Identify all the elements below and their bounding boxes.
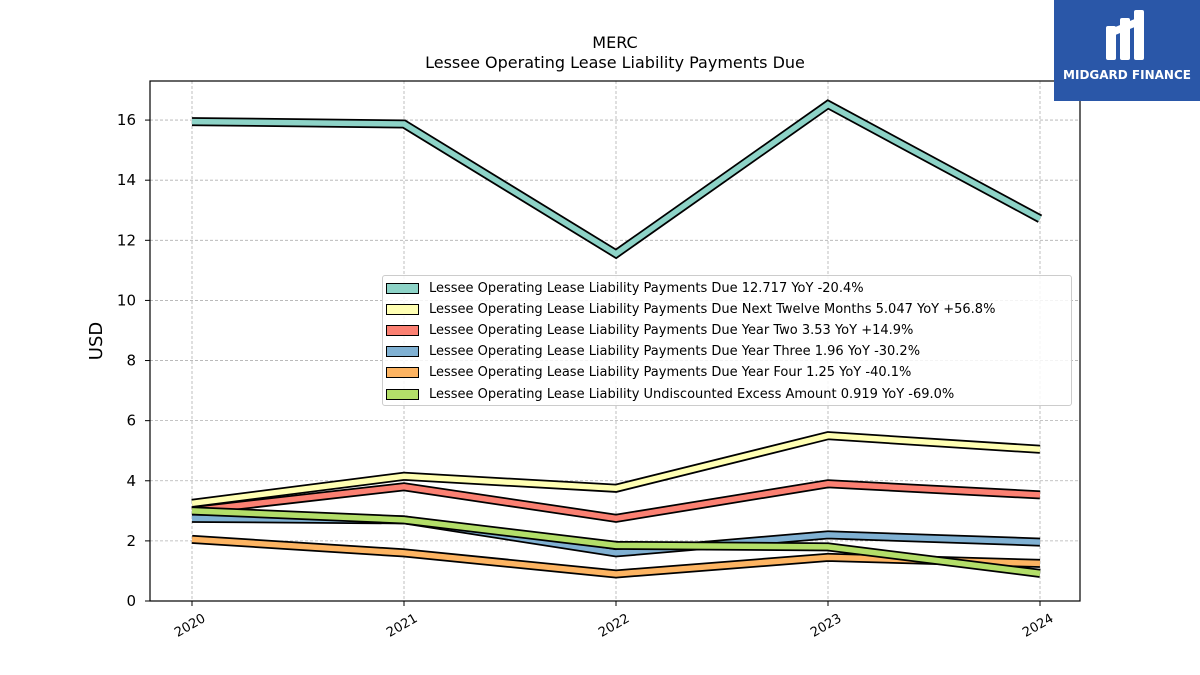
brand-name: MIDGARD FINANCE xyxy=(1063,68,1191,82)
legend-swatch xyxy=(386,303,419,315)
legend-item: Lessee Operating Lease Liability Payment… xyxy=(386,299,995,319)
legend-swatch xyxy=(386,388,419,400)
series-layer xyxy=(191,99,1043,579)
y-tick-label: 0 xyxy=(126,592,136,610)
legend-label: Lessee Operating Lease Liability Undisco… xyxy=(429,386,955,402)
y-axis-label: USD xyxy=(86,322,107,360)
legend-swatch xyxy=(386,346,419,358)
chart-subtitle: Lessee Operating Lease Liability Payment… xyxy=(425,53,805,72)
series-line xyxy=(191,479,1041,523)
legend-label: Lessee Operating Lease Liability Payment… xyxy=(429,280,864,296)
legend-item: Lessee Operating Lease Liability Payment… xyxy=(386,342,920,362)
x-tick-label: 2022 xyxy=(596,611,632,641)
legend-label: Lessee Operating Lease Liability Payment… xyxy=(429,344,921,360)
legend-label: Lessee Operating Lease Liability Payment… xyxy=(429,301,996,317)
y-tick-label: 2 xyxy=(126,532,136,550)
legend-item: Lessee Operating Lease Liability Undisco… xyxy=(386,384,954,404)
x-tick-label: 2023 xyxy=(808,611,844,641)
series-line-stroke xyxy=(191,101,1042,258)
brand-mark-icon xyxy=(1106,10,1144,60)
plot-frame xyxy=(149,80,1081,602)
y-tick-label: 8 xyxy=(126,352,136,370)
legend: Lessee Operating Lease Liability Payment… xyxy=(382,275,1072,406)
y-tick-label: 12 xyxy=(117,231,136,249)
legend-item: Lessee Operating Lease Liability Payment… xyxy=(386,320,913,340)
chart-title: MERC xyxy=(592,33,638,52)
series-line xyxy=(191,506,1041,578)
y-tick-label: 16 xyxy=(117,111,136,129)
series-line xyxy=(191,99,1043,260)
series-line-stroke xyxy=(191,481,1041,522)
grid xyxy=(150,81,1080,601)
brand-logo: MIDGARD FINANCE xyxy=(1054,0,1200,101)
y-tick-label: 10 xyxy=(117,291,136,309)
legend-swatch xyxy=(386,324,419,336)
legend-item: Lessee Operating Lease Liability Payment… xyxy=(386,363,911,383)
y-tick-label: 4 xyxy=(126,472,136,490)
legend-item: Lessee Operating Lease Liability Payment… xyxy=(386,278,864,298)
series-line xyxy=(191,431,1041,508)
legend-label: Lessee Operating Lease Liability Payment… xyxy=(429,365,912,381)
y-tick-label: 14 xyxy=(117,171,136,189)
legend-swatch xyxy=(386,367,419,379)
series-line-stroke xyxy=(191,508,1041,577)
series-line-stroke xyxy=(191,432,1041,507)
x-tick-label: 2024 xyxy=(1020,611,1056,641)
x-tick-label: 2021 xyxy=(384,611,420,641)
legend-swatch xyxy=(386,282,419,294)
y-tick-label: 6 xyxy=(126,412,136,430)
x-tick-label: 2020 xyxy=(172,611,208,641)
legend-label: Lessee Operating Lease Liability Payment… xyxy=(429,322,914,338)
